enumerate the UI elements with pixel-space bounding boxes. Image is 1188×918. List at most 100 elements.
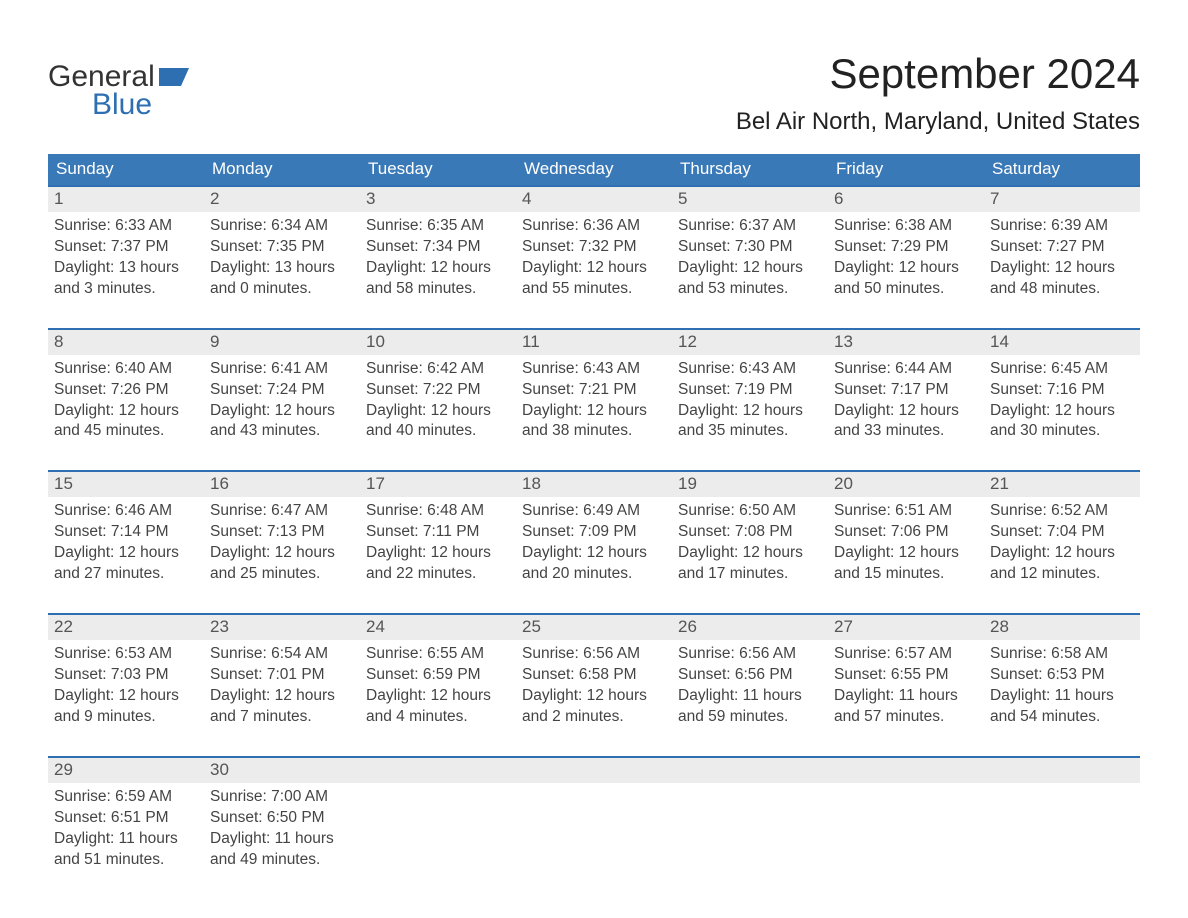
logo: General Blue (48, 60, 189, 122)
date-number: 6 (828, 187, 984, 212)
date-number: 4 (516, 187, 672, 212)
day-body: Sunrise: 6:46 AMSunset: 7:14 PMDaylight:… (48, 497, 204, 587)
sunrise-line: Sunrise: 6:40 AM (54, 359, 198, 380)
daylight-line: Daylight: 12 hours and 48 minutes. (990, 258, 1134, 300)
daylight-line: Daylight: 12 hours and 2 minutes. (522, 686, 666, 728)
calendar-day (984, 758, 1140, 873)
daylight-line: Daylight: 12 hours and 9 minutes. (54, 686, 198, 728)
calendar-day (672, 758, 828, 873)
calendar-day: 11Sunrise: 6:43 AMSunset: 7:21 PMDayligh… (516, 330, 672, 445)
sunset-line: Sunset: 7:19 PM (678, 380, 822, 401)
day-body: Sunrise: 6:47 AMSunset: 7:13 PMDaylight:… (204, 497, 360, 587)
calendar-day: 3Sunrise: 6:35 AMSunset: 7:34 PMDaylight… (360, 187, 516, 302)
sunrise-line: Sunrise: 6:56 AM (678, 644, 822, 665)
calendar-day: 25Sunrise: 6:56 AMSunset: 6:58 PMDayligh… (516, 615, 672, 730)
calendar-day: 14Sunrise: 6:45 AMSunset: 7:16 PMDayligh… (984, 330, 1140, 445)
calendar-day: 23Sunrise: 6:54 AMSunset: 7:01 PMDayligh… (204, 615, 360, 730)
calendar-day: 15Sunrise: 6:46 AMSunset: 7:14 PMDayligh… (48, 472, 204, 587)
date-number: 9 (204, 330, 360, 355)
day-body: Sunrise: 6:55 AMSunset: 6:59 PMDaylight:… (360, 640, 516, 730)
daylight-line: Daylight: 12 hours and 35 minutes. (678, 401, 822, 443)
sunrise-line: Sunrise: 6:55 AM (366, 644, 510, 665)
sunset-line: Sunset: 6:51 PM (54, 808, 198, 829)
sunrise-line: Sunrise: 6:33 AM (54, 216, 198, 237)
date-number: 10 (360, 330, 516, 355)
sunset-line: Sunset: 7:30 PM (678, 237, 822, 258)
sunrise-line: Sunrise: 6:58 AM (990, 644, 1134, 665)
day-body: Sunrise: 6:33 AMSunset: 7:37 PMDaylight:… (48, 212, 204, 302)
sunrise-line: Sunrise: 6:56 AM (522, 644, 666, 665)
daylight-line: Daylight: 12 hours and 7 minutes. (210, 686, 354, 728)
sunrise-line: Sunrise: 6:53 AM (54, 644, 198, 665)
calendar: SundayMondayTuesdayWednesdayThursdayFrid… (48, 154, 1140, 872)
calendar-day: 30Sunrise: 7:00 AMSunset: 6:50 PMDayligh… (204, 758, 360, 873)
sunset-line: Sunset: 6:55 PM (834, 665, 978, 686)
sunset-line: Sunset: 6:53 PM (990, 665, 1134, 686)
daylight-line: Daylight: 12 hours and 4 minutes. (366, 686, 510, 728)
sunrise-line: Sunrise: 6:36 AM (522, 216, 666, 237)
calendar-day: 29Sunrise: 6:59 AMSunset: 6:51 PMDayligh… (48, 758, 204, 873)
daylight-line: Daylight: 12 hours and 27 minutes. (54, 543, 198, 585)
calendar-day: 10Sunrise: 6:42 AMSunset: 7:22 PMDayligh… (360, 330, 516, 445)
date-number (984, 758, 1140, 783)
weeks-container: 1Sunrise: 6:33 AMSunset: 7:37 PMDaylight… (48, 185, 1140, 872)
daylight-line: Daylight: 12 hours and 12 minutes. (990, 543, 1134, 585)
calendar-day: 2Sunrise: 6:34 AMSunset: 7:35 PMDaylight… (204, 187, 360, 302)
sunset-line: Sunset: 7:35 PM (210, 237, 354, 258)
flag-icon (159, 68, 189, 86)
sunset-line: Sunset: 7:13 PM (210, 522, 354, 543)
day-body: Sunrise: 6:53 AMSunset: 7:03 PMDaylight:… (48, 640, 204, 730)
sunset-line: Sunset: 7:17 PM (834, 380, 978, 401)
day-body: Sunrise: 6:42 AMSunset: 7:22 PMDaylight:… (360, 355, 516, 445)
sunset-line: Sunset: 7:24 PM (210, 380, 354, 401)
sunrise-line: Sunrise: 6:43 AM (678, 359, 822, 380)
calendar-day: 6Sunrise: 6:38 AMSunset: 7:29 PMDaylight… (828, 187, 984, 302)
day-body: Sunrise: 6:43 AMSunset: 7:21 PMDaylight:… (516, 355, 672, 445)
sunset-line: Sunset: 7:03 PM (54, 665, 198, 686)
day-body: Sunrise: 6:57 AMSunset: 6:55 PMDaylight:… (828, 640, 984, 730)
title-block: September 2024 Bel Air North, Maryland, … (736, 50, 1140, 136)
sunrise-line: Sunrise: 6:50 AM (678, 501, 822, 522)
sunrise-line: Sunrise: 6:43 AM (522, 359, 666, 380)
date-number: 27 (828, 615, 984, 640)
daylight-line: Daylight: 12 hours and 25 minutes. (210, 543, 354, 585)
sunrise-line: Sunrise: 6:47 AM (210, 501, 354, 522)
calendar-day: 18Sunrise: 6:49 AMSunset: 7:09 PMDayligh… (516, 472, 672, 587)
sunset-line: Sunset: 6:56 PM (678, 665, 822, 686)
sunrise-line: Sunrise: 6:41 AM (210, 359, 354, 380)
sunset-line: Sunset: 7:11 PM (366, 522, 510, 543)
calendar-day: 17Sunrise: 6:48 AMSunset: 7:11 PMDayligh… (360, 472, 516, 587)
sunset-line: Sunset: 7:14 PM (54, 522, 198, 543)
weekday-label: Thursday (672, 154, 828, 185)
weekday-label: Sunday (48, 154, 204, 185)
calendar-page: General Blue September 2024 Bel Air Nort… (0, 0, 1188, 892)
daylight-line: Daylight: 12 hours and 45 minutes. (54, 401, 198, 443)
sunrise-line: Sunrise: 6:54 AM (210, 644, 354, 665)
sunset-line: Sunset: 7:29 PM (834, 237, 978, 258)
sunset-line: Sunset: 6:50 PM (210, 808, 354, 829)
calendar-day: 27Sunrise: 6:57 AMSunset: 6:55 PMDayligh… (828, 615, 984, 730)
calendar-day: 4Sunrise: 6:36 AMSunset: 7:32 PMDaylight… (516, 187, 672, 302)
weekday-label: Friday (828, 154, 984, 185)
sunset-line: Sunset: 7:21 PM (522, 380, 666, 401)
sunset-line: Sunset: 7:06 PM (834, 522, 978, 543)
date-number: 12 (672, 330, 828, 355)
date-number (360, 758, 516, 783)
daylight-line: Daylight: 11 hours and 57 minutes. (834, 686, 978, 728)
sunrise-line: Sunrise: 6:45 AM (990, 359, 1134, 380)
calendar-day (516, 758, 672, 873)
calendar-day (828, 758, 984, 873)
day-body: Sunrise: 6:38 AMSunset: 7:29 PMDaylight:… (828, 212, 984, 302)
calendar-day: 24Sunrise: 6:55 AMSunset: 6:59 PMDayligh… (360, 615, 516, 730)
sunrise-line: Sunrise: 6:52 AM (990, 501, 1134, 522)
sunset-line: Sunset: 7:27 PM (990, 237, 1134, 258)
daylight-line: Daylight: 12 hours and 43 minutes. (210, 401, 354, 443)
day-body: Sunrise: 6:51 AMSunset: 7:06 PMDaylight:… (828, 497, 984, 587)
weekday-label: Monday (204, 154, 360, 185)
day-body: Sunrise: 6:50 AMSunset: 7:08 PMDaylight:… (672, 497, 828, 587)
date-number: 16 (204, 472, 360, 497)
sunrise-line: Sunrise: 6:38 AM (834, 216, 978, 237)
sunset-line: Sunset: 7:08 PM (678, 522, 822, 543)
daylight-line: Daylight: 11 hours and 49 minutes. (210, 829, 354, 871)
day-body: Sunrise: 6:35 AMSunset: 7:34 PMDaylight:… (360, 212, 516, 302)
